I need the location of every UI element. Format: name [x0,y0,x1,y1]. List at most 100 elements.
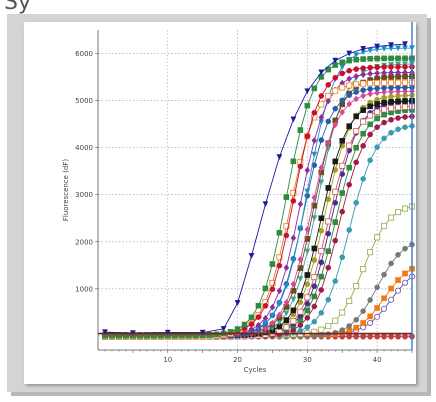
data-point-marker [381,119,387,126]
data-point-marker [346,100,353,108]
y-tick-label: 6000 [75,50,93,58]
data-point-marker [388,260,394,267]
data-point-marker [346,323,353,329]
data-point-marker [381,94,387,101]
data-point-marker [269,312,276,319]
data-point-marker [248,326,255,333]
data-point-marker [388,296,395,303]
data-point-marker [360,65,366,71]
data-point-marker [367,319,374,326]
data-point-marker [318,137,325,143]
data-point-marker [353,317,359,323]
data-point-marker [353,159,359,166]
data-point-marker [102,329,108,336]
data-point-marker [374,144,380,150]
data-point-marker [367,86,373,92]
data-point-marker [388,55,394,62]
data-point-marker [262,303,269,309]
data-point-marker [360,46,367,52]
data-point-marker [248,321,255,327]
data-point-marker [381,222,388,229]
y-tick-label: 5000 [75,97,93,105]
data-point-marker [367,64,373,71]
data-point-marker [318,273,325,280]
data-point-marker [360,92,367,100]
grid [98,30,412,350]
data-point-marker [304,166,311,174]
data-point-marker [332,105,339,112]
data-point-marker [304,88,311,95]
data-point-marker [353,66,359,72]
data-point-marker [395,64,401,70]
data-point-marker [213,331,220,338]
data-point-marker [269,279,276,286]
data-point-marker [395,104,402,111]
x-tick-label: 20 [233,356,242,364]
data-point-marker [290,116,297,123]
data-point-marker [332,237,339,244]
data-point-marker [290,307,297,314]
data-point-marker [402,114,408,120]
series-1 [102,41,408,337]
data-point-marker [325,323,332,330]
data-point-marker [388,129,394,136]
data-point-marker [395,209,402,216]
data-point-marker [290,280,297,288]
data-point-marker [311,137,318,144]
data-point-marker [164,329,171,336]
data-point-marker [381,271,387,278]
data-point-marker [339,84,346,91]
data-point-marker [332,74,339,81]
data-point-marker [234,326,241,332]
data-point-marker [381,333,387,340]
data-point-marker [304,102,311,109]
data-point-marker [346,50,353,57]
data-point-marker [311,215,318,222]
data-point-marker [367,80,374,87]
data-point-marker [304,294,311,301]
series-line [105,86,412,338]
data-point-marker [318,259,325,266]
data-point-marker [318,164,325,172]
data-point-marker [402,64,408,70]
data-point-marker [227,329,234,335]
data-point-marker [374,79,381,86]
data-point-marker [276,154,283,161]
data-point-marker [318,93,325,99]
data-point-marker [283,223,290,230]
data-point-marker [367,131,373,138]
data-point-marker [388,116,394,123]
data-point-marker [353,199,359,206]
data-point-marker [269,319,276,327]
data-point-marker [318,248,325,255]
data-point-marker [388,285,394,292]
data-point-marker [395,287,402,294]
data-point-marker [402,103,409,110]
data-point-marker [374,333,380,340]
data-point-marker [402,245,408,252]
data-point-marker [297,256,304,263]
series-5 [102,68,415,340]
data-point-marker [283,283,290,290]
data-point-marker [374,305,380,311]
data-point-marker [395,251,401,258]
data-point-marker [311,274,318,281]
data-point-marker [297,292,304,299]
partial-header-text: Sy [4,0,31,15]
data-point-marker [367,249,374,256]
data-point-marker [381,295,387,302]
data-point-marker [220,326,227,332]
data-point-marker [374,55,380,62]
data-point-marker [311,328,318,335]
data-point-marker [346,181,353,188]
data-point-marker [318,179,325,186]
data-point-marker [297,200,304,208]
data-point-marker [304,248,311,255]
data-point-marker [290,296,297,303]
data-point-marker [402,124,408,131]
data-point-marker [388,69,394,77]
data-point-marker [241,321,248,328]
series-line [105,57,412,337]
data-point-marker [332,278,339,284]
data-point-marker [360,320,366,326]
